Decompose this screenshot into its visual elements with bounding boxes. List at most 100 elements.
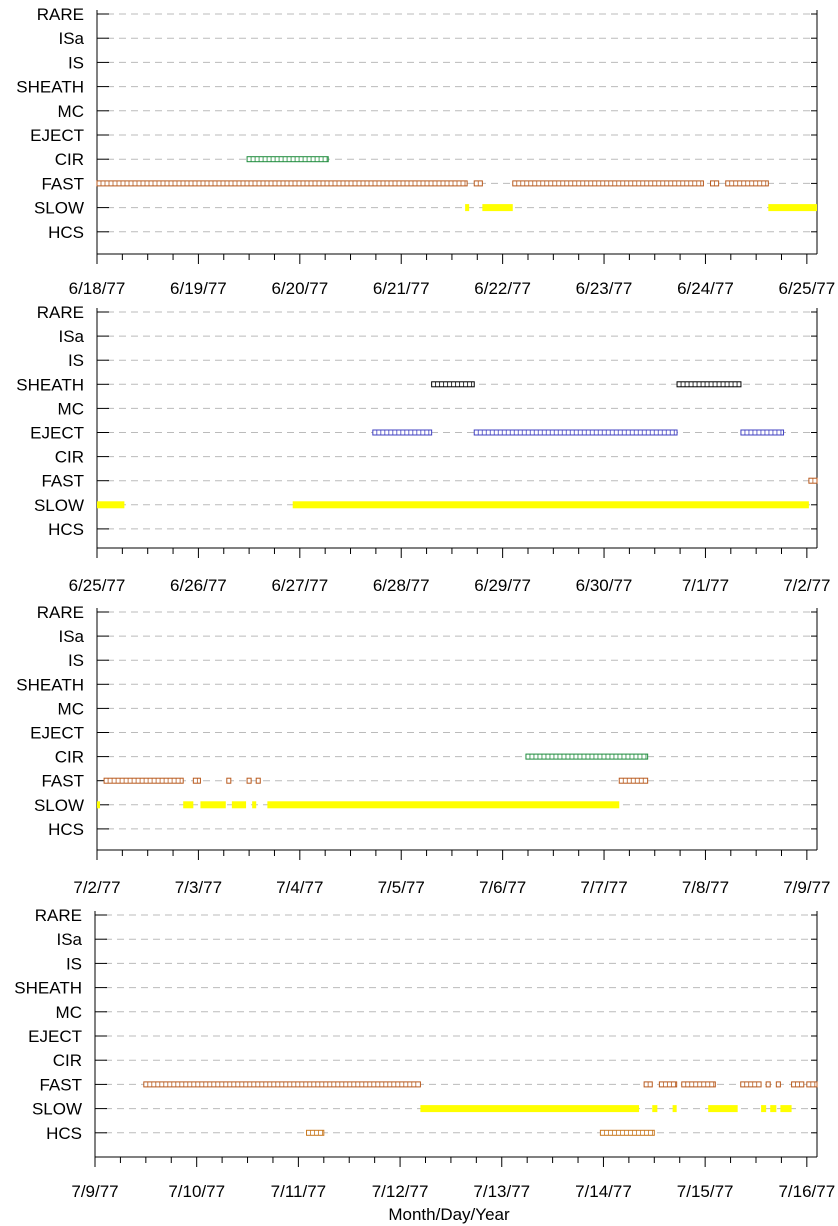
fast-segment	[681, 1081, 716, 1088]
y-label-isa: ISa	[58, 29, 84, 48]
panel-2: RARE ISa IS SHEATH MC EJECT CIR FAST SLOW HCS 6/25…	[16, 303, 830, 595]
x-tick-label: 7/8/77	[682, 878, 729, 897]
y-label-cir: CIR	[53, 1051, 82, 1070]
fast-segment	[791, 1081, 805, 1088]
slow-segment	[761, 1105, 767, 1113]
fast-segment	[512, 180, 704, 187]
x-tick-label: 7/2/77	[73, 878, 120, 897]
x-tick-label: 7/9/77	[783, 878, 830, 897]
x-tick-label: 6/29/77	[474, 576, 531, 595]
fast-segment	[103, 777, 184, 784]
y-label-hcs: HCS	[46, 1124, 82, 1143]
y-label-isa: ISa	[56, 930, 82, 949]
y-label-fast: FAST	[41, 772, 84, 791]
y-label-mc: MC	[58, 102, 84, 121]
chart-panels: RARE ISa IS SHEATH MC EJECT CIR FAST SLOW HCS 6/18…	[14, 5, 835, 1201]
x-tick-label: 7/7/77	[580, 878, 627, 897]
x-tick-label: 6/26/77	[170, 576, 227, 595]
y-label-cir: CIR	[55, 748, 84, 767]
x-tick-label: 6/28/77	[373, 576, 430, 595]
slow-segment	[200, 801, 226, 809]
y-label-hcs: HCS	[48, 520, 84, 539]
x-tick-label: 7/11/77	[271, 1182, 326, 1201]
y-label-eject: EJECT	[30, 724, 84, 743]
x-tick-label: 7/12/77	[372, 1182, 429, 1201]
y-label-rare: RARE	[37, 603, 84, 622]
y-label-slow: SLOW	[34, 496, 84, 515]
y-label-hcs: HCS	[48, 820, 84, 839]
x-tick-label: 6/23/77	[576, 279, 633, 298]
x-tick-label: 7/1/77	[682, 576, 729, 595]
fast-segment	[775, 1081, 781, 1088]
y-label-fast: FAST	[39, 1075, 82, 1094]
y-label-mc: MC	[56, 1003, 82, 1022]
fast-segment	[658, 1081, 678, 1088]
x-tick-label: 6/30/77	[576, 576, 633, 595]
y-label-is: IS	[68, 351, 84, 370]
fast-segment	[765, 1081, 771, 1088]
x-tick-label: 7/6/77	[479, 878, 526, 897]
x-tick-label: 7/16/77	[778, 1182, 835, 1201]
y-label-rare: RARE	[37, 303, 84, 322]
slow-segment	[252, 801, 257, 809]
slow-segment	[652, 1105, 658, 1113]
hcs-segment	[599, 1129, 655, 1136]
y-label-isa: ISa	[58, 627, 84, 646]
y-label-sheath: SHEATH	[16, 675, 84, 694]
y-label-fast: FAST	[41, 472, 84, 491]
x-tick-label: 6/25/77	[778, 279, 835, 298]
y-label-cir: CIR	[55, 150, 84, 169]
y-label-sheath: SHEATH	[16, 78, 84, 97]
y-label-eject: EJECT	[30, 424, 84, 443]
x-tick-label: 7/14/77	[575, 1182, 632, 1201]
cir-segment	[246, 156, 329, 163]
x-tick-label: 7/4/77	[276, 878, 323, 897]
eject-segment	[740, 429, 785, 436]
y-label-is: IS	[68, 651, 84, 670]
slow-segment	[231, 801, 247, 809]
sheath-segment	[431, 381, 475, 388]
y-label-cir: CIR	[55, 448, 84, 467]
y-label-eject: EJECT	[28, 1027, 82, 1046]
y-label-mc: MC	[58, 399, 84, 418]
x-tick-label: 6/18/77	[69, 279, 126, 298]
y-label-slow: SLOW	[34, 199, 84, 218]
slow-segment	[672, 1105, 677, 1113]
slow-segment	[780, 1105, 792, 1113]
slow-segment	[482, 204, 513, 212]
x-tick-label: 6/24/77	[677, 279, 734, 298]
panel-1: RARE ISa IS SHEATH MC EJECT CIR FAST SLOW HCS 6/18…	[16, 5, 835, 298]
fast-segment	[806, 1081, 818, 1088]
x-tick-label: 6/20/77	[271, 279, 328, 298]
fast-segment	[740, 1081, 762, 1088]
slow-segment	[267, 801, 620, 809]
y-label-is: IS	[68, 53, 84, 72]
y-label-hcs: HCS	[48, 223, 84, 242]
fast-segment	[192, 777, 201, 784]
y-label-sheath: SHEATH	[16, 375, 84, 394]
slow-segment	[768, 204, 817, 212]
x-tick-label: 7/9/77	[71, 1182, 118, 1201]
slow-segment	[97, 801, 100, 809]
eject-segment	[372, 429, 433, 436]
y-label-isa: ISa	[58, 327, 84, 346]
slow-segment	[708, 1105, 738, 1113]
x-tick-label: 7/15/77	[677, 1182, 734, 1201]
panel-3: RARE ISa IS SHEATH MC EJECT CIR FAST SLOW HCS 7/2/…	[16, 603, 830, 897]
fast-segment	[143, 1081, 421, 1088]
y-label-is: IS	[66, 954, 82, 973]
x-tick-label: 7/2/77	[783, 576, 830, 595]
x-tick-label: 7/5/77	[378, 878, 425, 897]
slow-segment	[97, 501, 125, 509]
fast-segment	[255, 777, 261, 784]
slow-segment	[770, 1105, 777, 1113]
x-tick-label: 6/22/77	[474, 279, 531, 298]
y-label-rare: RARE	[35, 906, 82, 925]
fast-segment	[246, 777, 252, 784]
y-label-sheath: SHEATH	[14, 979, 82, 998]
fast-segment	[226, 777, 232, 784]
slow-segment	[292, 501, 809, 509]
eject-segment	[473, 429, 678, 436]
fast-segment	[96, 180, 468, 187]
x-tick-label: 7/10/77	[168, 1182, 225, 1201]
